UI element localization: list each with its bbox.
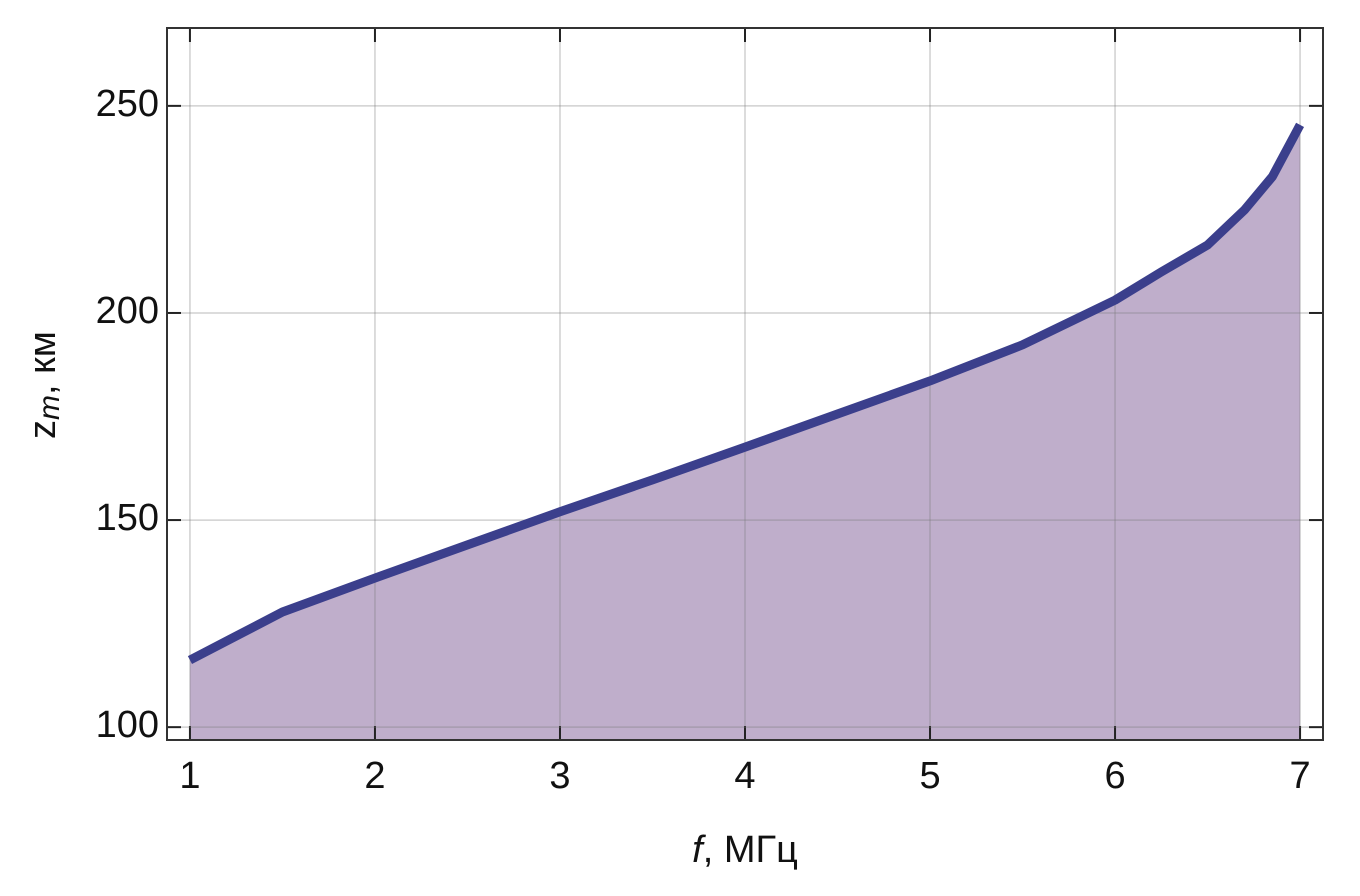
x-tick-label: 6	[1104, 755, 1125, 797]
plot-frame	[166, 27, 1324, 741]
y-axis-label-unit: , км	[22, 331, 64, 395]
x-tick-label: 3	[549, 755, 570, 797]
x-tick-label: 7	[1289, 755, 1310, 797]
x-tick-label: 1	[179, 755, 200, 797]
y-tick-label: 200	[96, 290, 159, 332]
x-axis-label: f, МГц	[692, 829, 798, 871]
y-tick-label: 250	[96, 83, 159, 125]
x-axis-label-unit: , МГц	[703, 829, 798, 871]
x-tick-label: 5	[919, 755, 940, 797]
y-axis-label-var: z	[22, 420, 64, 439]
x-tick-label: 2	[364, 755, 385, 797]
y-tick-label: 100	[96, 704, 159, 746]
x-tick-label: 4	[734, 755, 755, 797]
y-tick-label: 150	[96, 497, 159, 539]
y-axis-label: zm, км	[22, 331, 66, 439]
area-fill	[189, 124, 1301, 741]
x-axis-label-var: f	[692, 829, 706, 871]
y-axis-label-sub: m	[33, 395, 66, 420]
line	[187, 122, 1305, 665]
